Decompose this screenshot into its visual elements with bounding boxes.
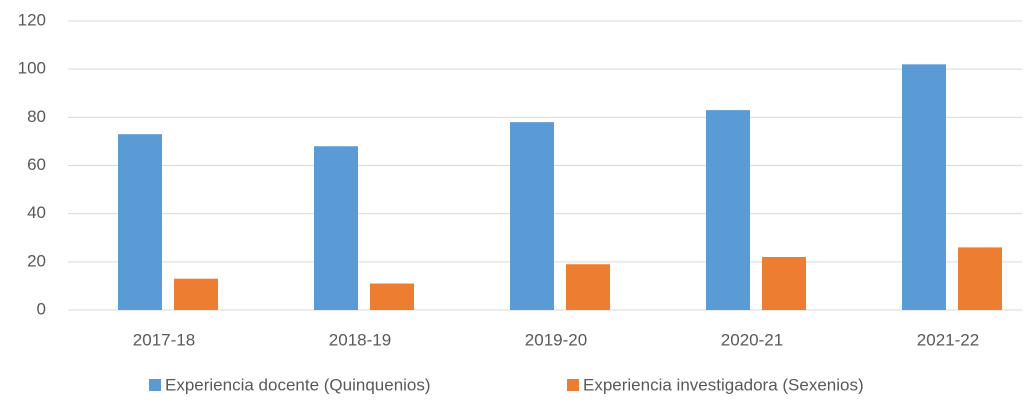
bar [118,134,162,310]
y-tick-label: 60 [27,155,46,174]
bar [902,64,946,310]
y-tick-label: 20 [27,251,46,270]
x-tick-label: 2017-18 [133,330,195,349]
legend-swatch [567,379,579,391]
legend-label: Experiencia investigadora (Sexenios) [583,375,864,394]
y-tick-label: 100 [18,59,46,78]
bar [706,110,750,310]
bar [370,283,414,310]
bar [174,278,218,310]
x-tick-label: 2018-19 [329,330,391,349]
x-tick-label: 2020-21 [721,330,783,349]
x-tick-label: 2021-22 [917,330,979,349]
bar [762,257,806,310]
x-tick-label: 2019-20 [525,330,587,349]
bar [510,122,554,311]
bar [566,264,610,310]
bar [314,146,358,310]
y-tick-label: 40 [27,203,46,222]
legend-swatch [149,379,161,391]
bar [958,247,1002,310]
y-tick-label: 0 [37,299,46,318]
legend-label: Experiencia docente (Quinquenios) [165,375,431,394]
y-tick-label: 80 [27,107,46,126]
y-tick-label: 120 [18,10,46,29]
